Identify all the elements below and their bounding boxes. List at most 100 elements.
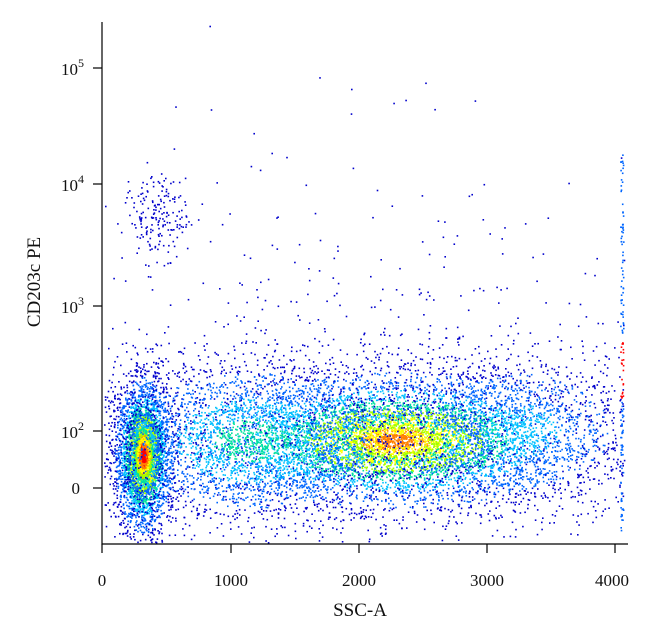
event-dot — [122, 442, 124, 444]
event-dot — [137, 475, 140, 477]
event-dot — [460, 480, 462, 482]
event-dot — [138, 482, 141, 485]
event-dot — [150, 496, 152, 498]
event-dot — [132, 442, 135, 444]
event-dot — [425, 474, 428, 476]
event-dot — [152, 402, 155, 404]
event-dot — [120, 524, 122, 526]
event-dot — [117, 470, 120, 473]
event-dot — [450, 444, 453, 446]
event-dot — [376, 373, 379, 375]
event-dot — [120, 417, 123, 420]
event-dot — [136, 513, 139, 516]
event-dot — [141, 434, 143, 436]
event-dot — [153, 466, 155, 469]
event-dot — [145, 431, 148, 434]
event-dot — [150, 484, 153, 487]
event-dot — [381, 490, 384, 492]
event-dot — [148, 440, 150, 443]
event-dot — [164, 407, 167, 410]
event-dot — [125, 496, 128, 499]
event-dot — [152, 529, 154, 531]
event-dot — [127, 464, 129, 467]
event-dot — [131, 467, 134, 469]
event-dot — [153, 452, 155, 455]
event-dot — [143, 470, 146, 473]
event-dot — [302, 458, 304, 460]
event-dot — [129, 469, 132, 471]
event-dot — [409, 490, 411, 493]
event-dot — [152, 438, 155, 441]
event-dot — [144, 482, 147, 485]
event-dot — [165, 388, 168, 390]
event-dot — [151, 416, 154, 419]
event-dot — [138, 506, 141, 509]
event-dot — [116, 494, 118, 497]
event-dot — [114, 536, 116, 538]
event-dot — [146, 451, 148, 454]
event-dot — [118, 449, 120, 451]
event-dot — [118, 477, 120, 479]
event-dot — [167, 484, 169, 487]
event-dot — [146, 512, 149, 514]
event-dot — [138, 366, 140, 368]
event-dot — [180, 488, 183, 491]
event-dot — [152, 430, 154, 432]
event-dot — [160, 433, 163, 436]
event-dot — [156, 430, 159, 433]
event-dot — [119, 460, 121, 462]
event-dot — [133, 380, 135, 383]
event-dot — [134, 369, 136, 371]
event-dot — [170, 445, 172, 447]
event-dot — [127, 443, 130, 446]
event-dot — [124, 467, 126, 470]
event-dot — [127, 409, 129, 412]
event-dot — [144, 481, 146, 483]
event-dot — [148, 523, 151, 525]
event-dot — [314, 484, 317, 486]
event-dot — [145, 423, 147, 426]
event-dot — [157, 420, 159, 423]
event-dot — [161, 477, 163, 479]
event-dot — [121, 453, 123, 455]
event-dot — [417, 369, 420, 372]
event-dot — [170, 521, 172, 523]
event-dot — [142, 447, 144, 450]
event-dot — [132, 454, 134, 457]
event-dot — [497, 490, 500, 493]
event-dot — [151, 464, 153, 467]
event-dot — [153, 474, 156, 477]
event-dot — [127, 473, 130, 476]
event-dot — [148, 426, 151, 429]
event-dot — [156, 405, 159, 407]
event-dot — [104, 465, 107, 468]
event-dot — [114, 395, 116, 398]
event-dot — [126, 411, 129, 414]
event-dot — [135, 406, 137, 408]
event-dot — [253, 408, 256, 411]
event-dot — [157, 427, 160, 430]
event-dot — [134, 500, 137, 502]
event-dot — [146, 434, 148, 437]
event-dot — [155, 469, 157, 471]
event-dot — [127, 460, 130, 462]
event-dot — [121, 419, 124, 421]
event-dot — [165, 500, 167, 503]
event-dot — [132, 506, 134, 509]
event-dot — [141, 473, 144, 475]
event-dot — [109, 468, 112, 470]
event-dot — [144, 425, 146, 428]
event-dot — [165, 478, 167, 481]
event-dot — [144, 418, 147, 420]
event-dot — [155, 440, 158, 442]
event-dot — [143, 446, 145, 448]
event-dot — [171, 500, 174, 502]
event-dot — [169, 481, 172, 484]
event-dot — [125, 430, 127, 433]
event-dot — [489, 465, 491, 468]
event-dot — [134, 398, 137, 401]
event-dot — [139, 468, 142, 470]
event-dot — [127, 468, 129, 470]
event-dot — [146, 495, 148, 498]
event-dot — [130, 494, 133, 496]
